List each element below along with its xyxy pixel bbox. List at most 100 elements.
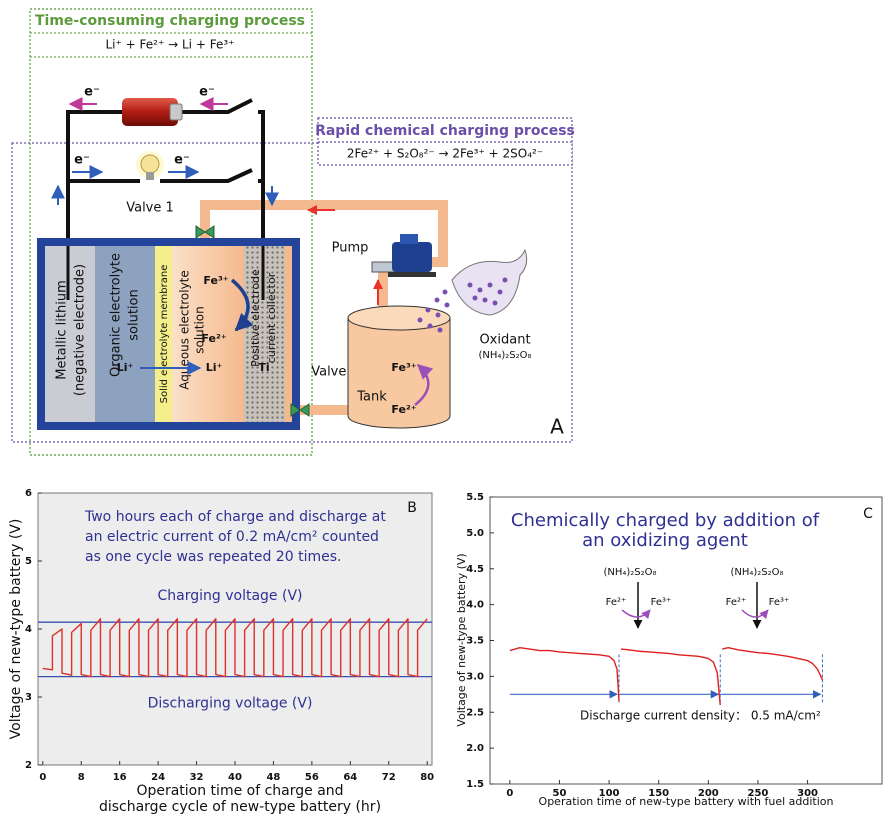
x-tick-label: 250 bbox=[748, 788, 769, 799]
reference-label: Discharging voltage (V) bbox=[148, 696, 313, 712]
particle bbox=[443, 290, 448, 295]
ion-label: Li⁺ bbox=[206, 361, 223, 374]
ion-label: Fe²⁺ bbox=[726, 597, 747, 608]
reagent-label: (NH₄)₂S₂O₈ bbox=[730, 567, 783, 578]
layer-label: Organic electrolyte bbox=[109, 253, 124, 377]
layer-label: current collector bbox=[265, 272, 278, 363]
x-tick-label: 100 bbox=[599, 788, 620, 799]
tank-top bbox=[348, 306, 450, 330]
electron-label: e⁻ bbox=[199, 85, 215, 100]
figure: Time-consuming charging process Li⁺ + Fe… bbox=[0, 0, 887, 814]
rapid-process-title: Rapid chemical charging process bbox=[315, 123, 575, 139]
layer-label: solution bbox=[193, 306, 207, 354]
annotation: as one cycle was repeated 20 times. bbox=[85, 549, 341, 565]
valve-label: Valve 1 bbox=[126, 201, 174, 216]
particle bbox=[483, 298, 488, 303]
y-tick-label: 3.0 bbox=[466, 671, 484, 682]
x-tick-label: 24 bbox=[151, 772, 165, 783]
ion-label: Fe³⁺ bbox=[203, 274, 228, 287]
panel-label: A bbox=[550, 415, 564, 439]
x-tick-label: 0 bbox=[506, 788, 513, 799]
layer-label: Aqueous electrolyte bbox=[178, 270, 192, 390]
x-tick-label: 72 bbox=[382, 772, 396, 783]
aqueous-layer bbox=[285, 246, 292, 422]
y-tick-label: 4 bbox=[25, 624, 32, 635]
layer-label: Metallic lithium bbox=[55, 280, 70, 379]
x-tick-label: 48 bbox=[266, 772, 280, 783]
pump bbox=[392, 242, 432, 272]
chart-b: Voltage of new-type battery (V) Operatio… bbox=[8, 488, 434, 814]
particle bbox=[468, 283, 473, 288]
y-tick-label: 2.5 bbox=[466, 707, 484, 718]
y-tick-label: 4.5 bbox=[466, 564, 484, 575]
particle bbox=[428, 324, 433, 329]
y-axis-label: Voltage of new-type battery (V) bbox=[8, 519, 24, 740]
x-axis-label: discharge cycle of new-type battery (hr) bbox=[99, 799, 381, 814]
organic-layer bbox=[95, 246, 155, 422]
annotation: Two hours each of charge and discharge a… bbox=[84, 509, 386, 525]
tank-label: Tank bbox=[356, 390, 387, 405]
y-tick-label: 2 bbox=[25, 760, 32, 771]
diagram-panel: Time-consuming charging process Li⁺ + Fe… bbox=[12, 9, 575, 455]
x-tick-label: 16 bbox=[113, 772, 127, 783]
electron-label: e⁻ bbox=[74, 153, 90, 168]
bulb-base bbox=[146, 172, 154, 180]
particle bbox=[488, 283, 493, 288]
slow-process-title: Time-consuming charging process bbox=[35, 13, 305, 29]
particle bbox=[418, 318, 423, 323]
annotation: an electric current of 0.2 mA/cm² counte… bbox=[85, 529, 379, 545]
page-body: Time-consuming charging process Li⁺ + Fe… bbox=[0, 0, 887, 814]
particle bbox=[498, 290, 503, 295]
ion-label: Fe²⁺ bbox=[391, 403, 416, 416]
y-tick-label: 1.5 bbox=[466, 779, 484, 790]
x-tick-label: 56 bbox=[305, 772, 319, 783]
x-axis-label: Operation time of new-type battery with … bbox=[539, 795, 834, 808]
particle bbox=[436, 313, 441, 318]
annotation: Discharge current density： 0.5 mA/cm² bbox=[580, 709, 821, 723]
panel-label: C bbox=[863, 506, 873, 522]
oxidant-formula: (NH₄)₂S₂O₈ bbox=[478, 350, 531, 361]
reagent-label: (NH₄)₂S₂O₈ bbox=[603, 567, 656, 578]
pump-inlet bbox=[372, 262, 394, 272]
slow-process-equation: Li⁺ + Fe²⁺ → Li + Fe³⁺ bbox=[106, 38, 235, 52]
bulb bbox=[141, 155, 159, 173]
panel-label: B bbox=[407, 500, 417, 516]
y-tick-label: 5 bbox=[25, 556, 32, 567]
rapid-process-equation: 2Fe²⁺ + S₂O₈²⁻ → 2Fe³⁺ + 2SO₄²⁻ bbox=[347, 147, 543, 161]
particle bbox=[426, 308, 431, 313]
ion-label: Fe³⁺ bbox=[651, 597, 672, 608]
reference-label: Charging voltage (V) bbox=[158, 588, 303, 604]
pump-top bbox=[400, 234, 418, 244]
lithium-layer bbox=[45, 246, 95, 422]
ion-label: Fe²⁺ bbox=[201, 332, 226, 345]
x-tick-label: 0 bbox=[39, 772, 46, 783]
ion-label: Fe³⁺ bbox=[391, 361, 416, 374]
data-line bbox=[43, 619, 427, 677]
oxidant-flask bbox=[452, 250, 527, 315]
pump-label: Pump bbox=[332, 241, 369, 256]
x-tick-label: 200 bbox=[698, 788, 719, 799]
x-tick-label: 40 bbox=[228, 772, 242, 783]
x-tick-label: 150 bbox=[648, 788, 669, 799]
electron-label: e⁻ bbox=[84, 85, 100, 100]
particle bbox=[435, 298, 440, 303]
y-tick-label: 5.5 bbox=[466, 492, 484, 503]
particle bbox=[445, 303, 450, 308]
ion-label: Fe²⁺ bbox=[606, 597, 627, 608]
y-tick-label: 5.0 bbox=[466, 528, 484, 539]
chart-title: an oxidizing agent bbox=[582, 530, 748, 551]
y-tick-label: 2.0 bbox=[466, 743, 484, 754]
x-tick-label: 32 bbox=[190, 772, 204, 783]
particle bbox=[438, 328, 443, 333]
y-tick-label: 3.5 bbox=[466, 636, 484, 647]
y-tick-label: 4.0 bbox=[466, 600, 484, 611]
particle bbox=[478, 288, 483, 293]
particle bbox=[503, 278, 508, 283]
x-tick-label: 50 bbox=[553, 788, 567, 799]
x-tick-label: 64 bbox=[343, 772, 357, 783]
collector-label: Ti bbox=[258, 361, 269, 374]
layer-label: Solid electrolyte membrane bbox=[159, 265, 170, 404]
ion-label: Li⁺ bbox=[117, 361, 134, 374]
layer-label: (negative electrode) bbox=[73, 264, 88, 396]
layer-label: Positive electrode bbox=[249, 269, 262, 367]
